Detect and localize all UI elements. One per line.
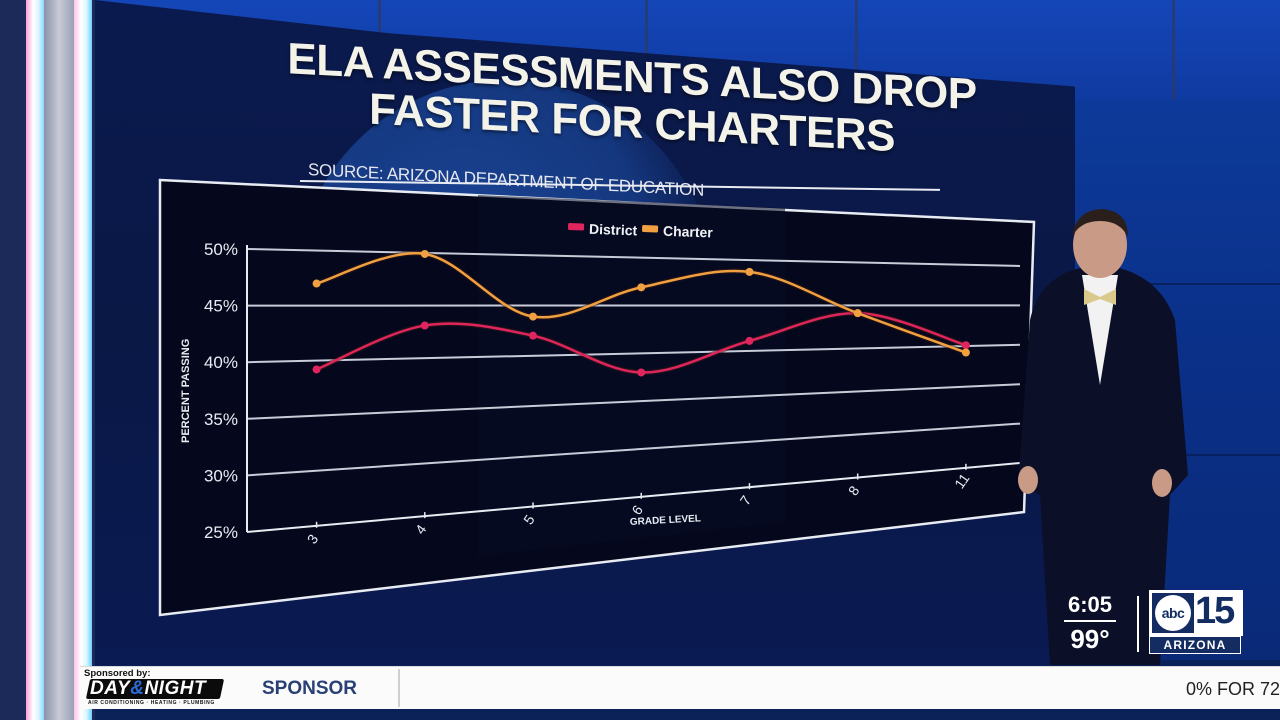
data-point [312,365,321,374]
abc-logo-icon: abc [1155,595,1191,631]
channel-number: 15 [1195,590,1235,632]
data-point [637,368,646,377]
sponsor-brand-part1: DAY [90,678,131,699]
presenter [1018,209,1188,665]
screen-panel-tint [478,195,785,556]
y-tick-label: 25% [204,523,238,542]
data-point [637,283,646,292]
sponsor-label: SPONSOR [262,678,358,699]
x-axis-label: GRADE LEVEL [630,513,702,528]
data-point [420,321,429,330]
data-point [961,348,970,357]
sponsor-logo: DAY&NIGHT [90,678,206,700]
data-point [745,267,754,276]
gridline [246,343,1021,364]
studio-panel-seam [855,0,858,110]
chart-legend: District Charter [568,221,714,241]
ticker-bar: Sponsored by: DAY&NIGHT AIR CONDITIONING… [80,666,1280,709]
y-axis: 25% 30% 35% 40% 45% 50% [204,240,248,542]
y-tick-label: 30% [204,466,238,485]
clock-divider [1064,620,1116,622]
sponsor-tagline: AIR CONDITIONING · HEATING · PLUMBING [88,700,215,706]
studio-panel-seam [1172,0,1175,110]
logo-top: abc 15 [1149,590,1243,636]
sponsor-box: Sponsored by: DAY&NIGHT AIR CONDITIONING… [80,667,230,709]
ticker-crawl-text: 0% FOR 72 [1185,679,1280,699]
data-point [529,331,538,340]
light-strip [44,0,74,720]
legend-label: District [589,221,638,239]
data-point [853,309,862,318]
sponsored-by-label: Sponsored by: [84,668,151,679]
chart-series [312,249,970,377]
time-display: 6:05 [1067,592,1113,617]
legend-label: Charter [663,223,714,241]
wall-seam [1040,283,1280,285]
chart-grid [246,248,1021,533]
abc-block: abc [1152,593,1194,633]
data-point [961,341,970,350]
gridline [246,462,1021,533]
gridline [246,422,1021,477]
data-point [745,336,754,345]
y-tick-label: 35% [204,410,238,429]
light-strip [74,0,92,720]
y-tick-label: 40% [204,353,238,372]
gridline [246,383,1021,420]
bug-divider [1137,596,1139,652]
data-point [420,249,429,258]
legend-swatch [642,225,659,233]
y-axis-label: PERCENT PASSING [180,339,192,443]
sponsor-brand-amp: & [130,678,145,699]
sponsor-brand-part2: NIGHT [144,678,207,699]
clock-weather: 6:05 99° [1062,592,1118,654]
gridline [246,248,1021,267]
ticker-divider [398,669,400,707]
data-point [529,312,538,321]
legend-swatch [568,223,585,231]
station-logo: abc 15 ARIZONA [1149,590,1243,654]
y-tick-label: 50% [204,240,238,259]
region-label: ARIZONA [1149,636,1241,654]
data-point [312,279,321,288]
temperature-display: 99° [1070,624,1110,654]
y-tick-label: 45% [204,297,238,316]
light-strip [26,0,44,720]
